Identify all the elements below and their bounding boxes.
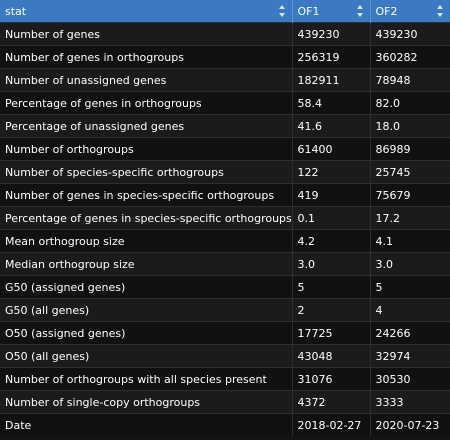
of2-cell: 4 xyxy=(370,298,450,322)
column-header-label: stat xyxy=(5,4,27,18)
table-row[interactable]: Number of orthogroups with all species p… xyxy=(0,367,450,391)
of2-cell: 5 xyxy=(370,275,450,299)
table-body: Number of genes 439230 439230 Number of gen… xyxy=(0,22,450,436)
stat-cell: Mean orthogroup size xyxy=(0,229,293,253)
column-header-label: OF2 xyxy=(375,4,398,18)
sort-updown-icon[interactable] xyxy=(356,5,364,17)
column-header-label: OF1 xyxy=(297,4,320,18)
table-row[interactable]: Number of single-copy orthogroups 4372 333… xyxy=(0,390,450,414)
of1-cell: 0.1 xyxy=(292,206,371,230)
table-row[interactable]: Mean orthogroup size 4.2 4.1 xyxy=(0,229,450,253)
stat-cell: Percentage of genes in species-specific … xyxy=(0,206,293,230)
table-row[interactable]: Number of species-specific orthogroups 12… xyxy=(0,160,450,184)
stat-cell: O50 (assigned genes) xyxy=(0,321,293,345)
of2-cell: 32974 xyxy=(370,344,450,368)
table-row[interactable]: O50 (all genes) 43048 32974 xyxy=(0,344,450,368)
of2-cell: 3.0 xyxy=(370,252,450,276)
table-row[interactable]: Percentage of genes in species-specific … xyxy=(0,206,450,230)
table-row[interactable]: G50 (all genes) 2 4 xyxy=(0,298,450,322)
header-row: stat OF1 OF2 xyxy=(0,0,450,23)
of1-cell: 122 xyxy=(292,160,371,184)
table-row[interactable]: G50 (assigned genes) 5 5 xyxy=(0,275,450,299)
stat-cell: Number of orthogroups xyxy=(0,137,293,161)
table-row[interactable]: Number of genes 439230 439230 xyxy=(0,22,450,46)
table-row[interactable]: Number of orthogroups 61400 86989 xyxy=(0,137,450,161)
of1-cell: 17725 xyxy=(292,321,371,345)
of2-cell: 3333 xyxy=(370,390,450,414)
stat-cell: Number of genes in species-specific orth… xyxy=(0,183,293,207)
of2-cell: 439230 xyxy=(370,22,450,46)
of2-cell: 17.2 xyxy=(370,206,450,230)
stat-cell: Number of genes xyxy=(0,22,293,46)
stat-cell: Number of orthogroups with all species p… xyxy=(0,367,293,391)
of2-cell: 24266 xyxy=(370,321,450,345)
of1-cell: 61400 xyxy=(292,137,371,161)
of1-cell: 43048 xyxy=(292,344,371,368)
of2-cell: 75679 xyxy=(370,183,450,207)
stat-cell: Number of genes in orthogroups xyxy=(0,45,293,69)
sort-updown-icon[interactable] xyxy=(278,5,286,17)
stat-cell: Percentage of genes in orthogroups xyxy=(0,91,293,115)
of2-cell: 18.0 xyxy=(370,114,450,138)
of1-cell: 5 xyxy=(292,275,371,299)
of1-cell: 41.6 xyxy=(292,114,371,138)
of1-cell: 2 xyxy=(292,298,371,322)
of2-cell: 4.1 xyxy=(370,229,450,253)
of1-cell: 58.4 xyxy=(292,91,371,115)
of2-cell: 360282 xyxy=(370,45,450,69)
stat-cell: O50 (all genes) xyxy=(0,344,293,368)
table-row[interactable]: Number of genes in species-specific orth… xyxy=(0,183,450,207)
table-row[interactable]: Number of unassigned genes 182911 78948 xyxy=(0,68,450,92)
stat-cell: Percentage of unassigned genes xyxy=(0,114,293,138)
stat-cell: Median orthogroup size xyxy=(0,252,293,276)
column-header-of1[interactable]: OF1 xyxy=(292,0,371,23)
of2-cell: 86989 xyxy=(370,137,450,161)
of1-cell: 182911 xyxy=(292,68,371,92)
stat-cell: Date xyxy=(0,413,293,436)
of1-cell: 256319 xyxy=(292,45,371,69)
of2-cell: 2020-07-23 xyxy=(370,413,450,436)
column-header-stat[interactable]: stat xyxy=(0,0,293,23)
of2-cell: 25745 xyxy=(370,160,450,184)
stat-cell: Number of species-specific orthogroups xyxy=(0,160,293,184)
of1-cell: 439230 xyxy=(292,22,371,46)
table-row[interactable]: Percentage of unassigned genes 41.6 18.0 xyxy=(0,114,450,138)
of1-cell: 4372 xyxy=(292,390,371,414)
stat-cell: Number of unassigned genes xyxy=(0,68,293,92)
of1-cell: 31076 xyxy=(292,367,371,391)
of2-cell: 30530 xyxy=(370,367,450,391)
of2-cell: 82.0 xyxy=(370,91,450,115)
of2-cell: 78948 xyxy=(370,68,450,92)
of1-cell: 4.2 xyxy=(292,229,371,253)
table-row[interactable]: Percentage of genes in orthogroups 58.4 82… xyxy=(0,91,450,115)
sort-updown-icon[interactable] xyxy=(437,5,444,17)
stat-cell: G50 (assigned genes) xyxy=(0,275,293,299)
of1-cell: 419 xyxy=(292,183,371,207)
of1-cell: 2018-02-27 xyxy=(292,413,371,436)
table-row[interactable]: Median orthogroup size 3.0 3.0 xyxy=(0,252,450,276)
table-row[interactable]: O50 (assigned genes) 17725 24266 xyxy=(0,321,450,345)
column-header-of2[interactable]: OF2 xyxy=(370,0,450,23)
table-row[interactable]: Number of genes in orthogroups 256319 3602… xyxy=(0,45,450,69)
of1-cell: 3.0 xyxy=(292,252,371,276)
table-row[interactable]: Date 2018-02-27 2020-07-23 xyxy=(0,413,450,436)
stat-cell: G50 (all genes) xyxy=(0,298,293,322)
stat-cell: Number of single-copy orthogroups xyxy=(0,390,293,414)
